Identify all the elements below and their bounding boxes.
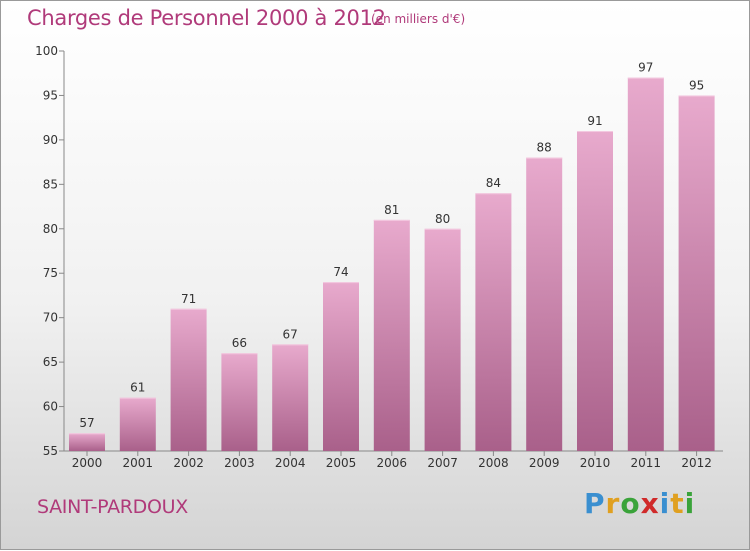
data-label: 80 (435, 212, 450, 226)
y-tick-label: 75 (43, 266, 58, 280)
data-label: 91 (587, 114, 602, 128)
proxiti-logo[interactable]: Proxiti (584, 487, 695, 520)
bar (526, 157, 563, 451)
x-tick-label: 2012 (681, 456, 712, 470)
data-label: 97 (638, 61, 653, 75)
logo-letter: x (640, 487, 660, 520)
y-tick-label: 90 (43, 133, 58, 147)
data-label: 81 (384, 203, 399, 217)
bar (221, 353, 258, 451)
bar (373, 219, 410, 451)
chart-subtitle: (en milliers d'€) (371, 12, 466, 26)
logo-letter: i (659, 487, 671, 520)
data-label: 67 (283, 327, 298, 341)
data-label: 61 (130, 381, 145, 395)
y-tick-label: 80 (43, 222, 58, 236)
y-tick-label: 55 (43, 444, 58, 458)
data-label: 95 (689, 78, 704, 92)
x-tick-label: 2004 (275, 456, 306, 470)
y-tick-label: 60 (43, 400, 58, 414)
bar (627, 77, 664, 452)
x-tick-label: 2006 (377, 456, 408, 470)
logo-letter: i (684, 487, 696, 520)
y-tick-label: 70 (43, 311, 58, 325)
x-tick-label: 2000 (72, 456, 103, 470)
chart-title: Charges de Personnel 2000 à 2012 (27, 6, 386, 30)
y-tick-label: 95 (43, 88, 58, 102)
x-tick-label: 2010 (580, 456, 611, 470)
x-tick-label: 2009 (529, 456, 560, 470)
data-label: 84 (486, 176, 501, 190)
y-tick-label: 100 (35, 44, 58, 58)
data-label: 57 (79, 416, 94, 430)
logo-letter: P (584, 487, 606, 520)
x-tick-label: 2011 (631, 456, 662, 470)
data-label: 66 (232, 336, 247, 350)
bar (119, 397, 156, 451)
y-tick-label: 85 (43, 177, 58, 191)
logo-letter: r (605, 487, 621, 520)
commune-name: SAINT-PARDOUX (37, 496, 188, 518)
bar (475, 193, 512, 451)
x-tick-label: 2002 (173, 456, 204, 470)
y-tick-label: 65 (43, 355, 58, 369)
bar (323, 282, 359, 451)
data-label: 88 (537, 141, 552, 155)
x-tick-label: 2008 (478, 456, 509, 470)
data-label: 74 (333, 265, 348, 279)
x-tick-label: 2005 (326, 456, 357, 470)
x-tick-label: 2001 (123, 456, 154, 470)
bar (69, 433, 105, 451)
bar (424, 228, 461, 451)
bar (678, 95, 715, 451)
bar (272, 344, 309, 451)
bar (170, 308, 207, 451)
x-tick-label: 2007 (427, 456, 458, 470)
x-tick-label: 2003 (224, 456, 255, 470)
bar (577, 131, 613, 451)
data-label: 71 (181, 292, 196, 306)
logo-letter: o (620, 487, 641, 520)
logo-letter: t (670, 487, 685, 520)
